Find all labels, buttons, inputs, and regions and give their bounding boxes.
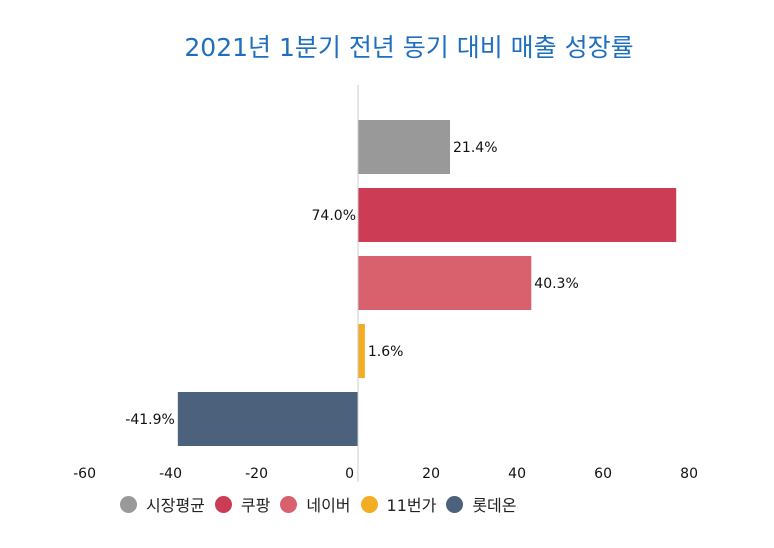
x-tick-label: 80 (680, 466, 698, 482)
legend-label: 쿠팡 (240, 496, 271, 515)
legend: 시장평균 쿠팡 네이버 11번가 롯데온 (120, 492, 527, 516)
legend-label: 시장평균 (146, 496, 205, 515)
legend-label: 네이버 (306, 496, 351, 515)
legend-marker (280, 495, 298, 513)
legend-marker (120, 495, 137, 513)
legend-item: 11번가 (360, 492, 437, 516)
legend-label: 11번가 (386, 496, 437, 515)
data-label-3: 1.6% (368, 344, 404, 360)
x-tick-label: -60 (73, 466, 96, 482)
legend-marker (446, 495, 464, 513)
bar-1 (358, 188, 677, 242)
legend-item: 네이버 (280, 492, 351, 516)
x-tick-label: 20 (422, 466, 440, 482)
bar-0 (358, 120, 451, 174)
bar-4 (177, 392, 358, 446)
data-label-1: 74.0% (312, 208, 356, 224)
x-tick-label: -40 (159, 466, 182, 482)
legend-item: 쿠팡 (214, 492, 271, 516)
x-tick-label: -20 (245, 466, 268, 482)
bar-2 (358, 256, 532, 310)
chart-title: 2021년 1분기 전년 동기 대비 매출 성장률 (184, 33, 634, 62)
legend-label: 롯데온 (472, 496, 517, 515)
legend-marker (214, 495, 232, 513)
data-label-4: -41.9% (125, 412, 175, 428)
legend-item: 롯데온 (446, 492, 517, 516)
x-tick-label: 40 (508, 466, 526, 482)
legend-item: 시장평균 (120, 492, 205, 516)
data-label-2: 40.3% (534, 276, 578, 292)
legend-marker (360, 495, 378, 513)
x-tick-label: 60 (594, 466, 612, 482)
data-label-0: 21.4% (453, 140, 497, 156)
bar-3 (358, 324, 365, 378)
x-tick-label: 0 (345, 466, 354, 482)
